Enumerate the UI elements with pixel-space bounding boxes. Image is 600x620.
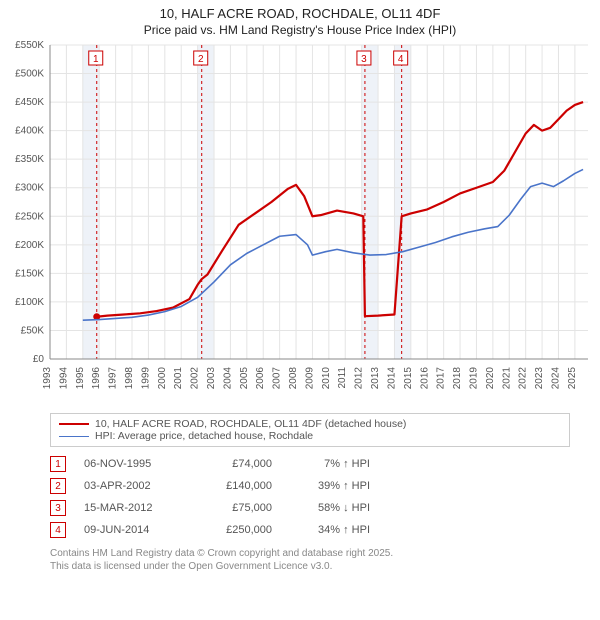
legend-swatch bbox=[59, 423, 89, 425]
x-tick-label: 2018 bbox=[452, 367, 463, 390]
y-tick-label: £0 bbox=[33, 354, 45, 365]
x-tick-label: 2007 bbox=[272, 367, 283, 390]
x-tick-label: 2014 bbox=[386, 367, 397, 390]
chart-container: 10, HALF ACRE ROAD, ROCHDALE, OL11 4DF P… bbox=[0, 0, 600, 573]
x-tick-label: 2012 bbox=[354, 367, 365, 390]
x-tick-label: 2011 bbox=[337, 367, 348, 389]
event-pct: 58% ↓ HPI bbox=[290, 502, 370, 514]
y-tick-label: £300K bbox=[15, 183, 44, 194]
x-tick-label: 1997 bbox=[108, 367, 119, 390]
title-subtitle: Price paid vs. HM Land Registry's House … bbox=[10, 23, 590, 37]
event-date: 09-JUN-2014 bbox=[84, 524, 179, 536]
footer: Contains HM Land Registry data © Crown c… bbox=[50, 547, 570, 573]
event-number: 3 bbox=[50, 500, 66, 516]
x-tick-label: 2023 bbox=[534, 367, 545, 390]
event-row: 3 15-MAR-2012 £75,000 58% ↓ HPI bbox=[50, 497, 570, 519]
event-marker-num: 2 bbox=[198, 54, 204, 65]
event-number: 1 bbox=[50, 456, 66, 472]
x-tick-label: 1994 bbox=[58, 367, 69, 390]
y-tick-label: £500K bbox=[15, 69, 44, 80]
x-tick-label: 2008 bbox=[288, 367, 299, 390]
title-block: 10, HALF ACRE ROAD, ROCHDALE, OL11 4DF P… bbox=[0, 0, 600, 39]
x-tick-label: 2016 bbox=[419, 367, 430, 390]
x-tick-label: 2001 bbox=[173, 367, 184, 390]
legend-item: 10, HALF ACRE ROAD, ROCHDALE, OL11 4DF (… bbox=[59, 418, 561, 430]
x-tick-label: 2020 bbox=[485, 367, 496, 390]
x-tick-label: 2017 bbox=[436, 367, 447, 390]
footer-line2: This data is licensed under the Open Gov… bbox=[50, 560, 570, 573]
legend: 10, HALF ACRE ROAD, ROCHDALE, OL11 4DF (… bbox=[50, 413, 570, 447]
x-tick-label: 2021 bbox=[501, 367, 512, 390]
event-marker-num: 4 bbox=[398, 54, 404, 65]
x-tick-label: 2019 bbox=[468, 367, 479, 390]
x-tick-label: 1999 bbox=[140, 367, 151, 390]
event-date: 03-APR-2002 bbox=[84, 480, 179, 492]
title-address: 10, HALF ACRE ROAD, ROCHDALE, OL11 4DF bbox=[10, 6, 590, 21]
x-tick-label: 1996 bbox=[91, 367, 102, 390]
legend-label: HPI: Average price, detached house, Roch… bbox=[95, 430, 313, 442]
event-number: 2 bbox=[50, 478, 66, 494]
event-date: 06-NOV-1995 bbox=[84, 458, 179, 470]
y-tick-label: £400K bbox=[15, 126, 44, 137]
events-table: 1 06-NOV-1995 £74,000 7% ↑ HPI 2 03-APR-2002 £… bbox=[50, 453, 570, 541]
event-row: 4 09-JUN-2014 £250,000 34% ↑ HPI bbox=[50, 519, 570, 541]
x-tick-label: 2005 bbox=[239, 367, 250, 390]
event-pct: 34% ↑ HPI bbox=[290, 524, 370, 536]
year-shade bbox=[198, 45, 214, 359]
x-tick-label: 1993 bbox=[42, 367, 53, 390]
price-chart: £0 £50K £100K £150K £200K £250K £300K £350K £400… bbox=[0, 39, 600, 409]
x-tick-label: 2013 bbox=[370, 367, 381, 390]
y-tick-label: £100K bbox=[15, 297, 44, 308]
event-date: 15-MAR-2012 bbox=[84, 502, 179, 514]
event-marker-num: 1 bbox=[93, 54, 99, 65]
x-tick-label: 1998 bbox=[124, 367, 135, 390]
year-shade bbox=[394, 45, 410, 359]
event-pct: 7% ↑ HPI bbox=[290, 458, 370, 470]
x-tick-label: 2004 bbox=[222, 367, 233, 390]
y-tick-label: £550K bbox=[15, 40, 44, 51]
event-price: £75,000 bbox=[197, 502, 272, 514]
x-tick-label: 2009 bbox=[304, 367, 315, 390]
x-tick-label: 2015 bbox=[403, 367, 414, 390]
x-tick-label: 2000 bbox=[157, 367, 168, 390]
event-price: £250,000 bbox=[197, 524, 272, 536]
x-tick-label: 2006 bbox=[255, 367, 266, 390]
x-tick-label: 2022 bbox=[518, 367, 529, 390]
y-tick-label: £450K bbox=[15, 97, 44, 108]
event-row: 2 03-APR-2002 £140,000 39% ↑ HPI bbox=[50, 475, 570, 497]
event-price: £140,000 bbox=[197, 480, 272, 492]
event-row: 1 06-NOV-1995 £74,000 7% ↑ HPI bbox=[50, 453, 570, 475]
x-tick-label: 2024 bbox=[550, 367, 561, 390]
y-tick-label: £250K bbox=[15, 211, 44, 222]
y-tick-label: £150K bbox=[15, 268, 44, 279]
legend-label: 10, HALF ACRE ROAD, ROCHDALE, OL11 4DF (… bbox=[95, 418, 406, 430]
legend-swatch bbox=[59, 436, 89, 437]
x-tick-label: 2010 bbox=[321, 367, 332, 390]
event-marker-num: 3 bbox=[361, 54, 367, 65]
legend-item: HPI: Average price, detached house, Roch… bbox=[59, 430, 561, 442]
x-tick-label: 2003 bbox=[206, 367, 217, 390]
x-tick-label: 2025 bbox=[567, 367, 578, 390]
series-price_paid bbox=[97, 102, 583, 317]
event-number: 4 bbox=[50, 522, 66, 538]
x-tick-label: 2002 bbox=[190, 367, 201, 390]
x-tick-label: 1995 bbox=[75, 367, 86, 390]
footer-line1: Contains HM Land Registry data © Crown c… bbox=[50, 547, 570, 560]
y-tick-label: £350K bbox=[15, 154, 44, 165]
event-pct: 39% ↑ HPI bbox=[290, 480, 370, 492]
y-tick-label: £200K bbox=[15, 240, 44, 251]
y-tick-label: £50K bbox=[21, 325, 45, 336]
event-price: £74,000 bbox=[197, 458, 272, 470]
